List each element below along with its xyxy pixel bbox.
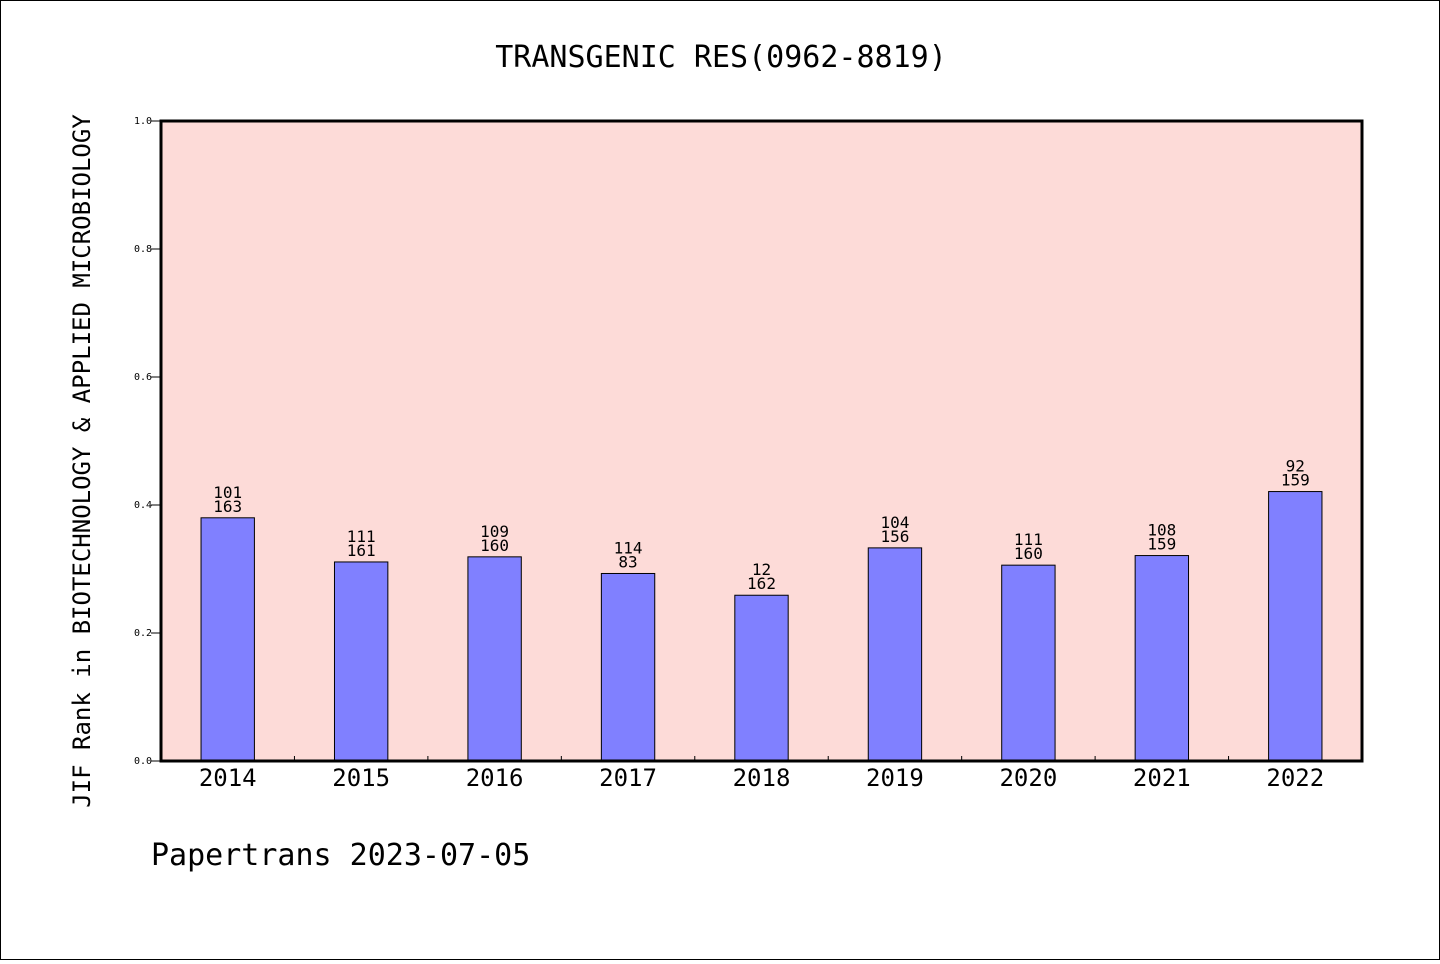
bar-total-label-2014: 163 xyxy=(213,497,242,516)
footer-credit: Papertrans 2023-07-05 xyxy=(151,838,530,873)
bar-2021 xyxy=(1134,555,1190,762)
bar-total-label-2018: 162 xyxy=(747,574,776,593)
axes-layer: 2014 2015 2016 2017 2018 2019 2020 2021 2022 0.0 0… xyxy=(134,116,1324,792)
bar-total-label-2017: 83 xyxy=(618,552,637,571)
bar-total-label-2020: 160 xyxy=(1014,544,1043,563)
y-tick-label: 0.2 xyxy=(134,628,152,639)
x-tick-label-2020: 2020 xyxy=(999,764,1057,792)
x-tick-label-2017: 2017 xyxy=(599,764,657,792)
chart-title: TRANSGENIC RES(0962-8819) xyxy=(495,40,947,75)
x-tick-label-2022: 2022 xyxy=(1266,764,1324,792)
x-tick-label-2019: 2019 xyxy=(866,764,924,792)
bar-total-label-2015: 161 xyxy=(347,541,376,560)
bar-rank-label-2018: 12 xyxy=(752,560,771,579)
bar-2014 xyxy=(200,517,255,762)
y-axis-label: JIF Rank in BIOTECHNOLOGY & APPLIED MICR… xyxy=(68,114,96,808)
bar-total-label-2016: 160 xyxy=(480,536,509,555)
y-tick-label: 0.4 xyxy=(134,500,152,511)
bar-rank-label-2016: 109 xyxy=(480,522,509,541)
x-tick-label-2014: 2014 xyxy=(199,764,257,792)
bar-2022 xyxy=(1268,491,1323,762)
bar-2015 xyxy=(333,561,389,762)
bar-2018 xyxy=(734,594,789,762)
x-tick-label-2021: 2021 xyxy=(1133,764,1191,792)
y-tick-label: 0.8 xyxy=(134,244,152,255)
bar-rank-label-2020: 111 xyxy=(1014,530,1043,549)
bar-rank-label-2014: 101 xyxy=(213,483,242,502)
bar-total-label-2019: 156 xyxy=(880,527,909,546)
y-tick-label: 0.0 xyxy=(134,756,152,767)
bar-rank-label-2019: 104 xyxy=(880,513,909,532)
y-tick-label: 0.6 xyxy=(134,372,152,383)
bar-rank-label-2021: 108 xyxy=(1147,521,1176,540)
bar-2019 xyxy=(867,547,923,762)
bar-total-label-2021: 159 xyxy=(1147,535,1176,554)
x-tick-label-2016: 2016 xyxy=(466,764,524,792)
plot-border xyxy=(159,119,1364,763)
bar-2017 xyxy=(600,572,656,762)
bar-total-label-2022: 159 xyxy=(1281,471,1310,490)
x-tick-label-2015: 2015 xyxy=(332,764,390,792)
y-tick-label: 1.0 xyxy=(134,116,152,127)
bar-rank-label-2017: 114 xyxy=(614,538,643,557)
bar-rank-label-2022: 92 xyxy=(1286,457,1305,476)
x-tick-label-2018: 2018 xyxy=(733,764,791,792)
bar-2016 xyxy=(467,556,522,762)
bar-2020 xyxy=(1001,564,1056,762)
bar-rank-label-2015: 111 xyxy=(347,527,376,546)
